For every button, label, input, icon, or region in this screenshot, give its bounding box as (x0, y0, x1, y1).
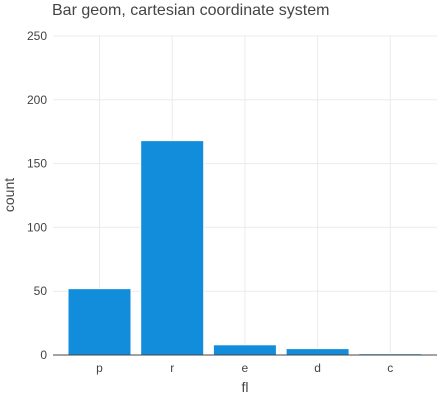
x-tick-label: p (96, 361, 103, 375)
x-tick-label: d (314, 361, 321, 375)
y-tick-label: 50 (34, 284, 48, 298)
y-tick-label: 0 (40, 348, 47, 362)
x-axis-title: fl (242, 379, 249, 395)
bar-r[interactable] (140, 140, 205, 356)
bar-e[interactable] (212, 344, 277, 356)
y-tick-label: 150 (27, 157, 47, 171)
x-tick-label: c (387, 361, 393, 375)
bar-d[interactable] (285, 348, 350, 356)
y-tick-label: 100 (27, 220, 47, 234)
y-axis-title: count (1, 178, 17, 212)
y-tick-labels: 0 50 100 150 200 250 (27, 29, 47, 362)
x-tick-label: r (170, 361, 174, 375)
y-tick-label: 200 (27, 93, 47, 107)
bar-p[interactable] (67, 288, 132, 356)
x-tick-label: e (242, 361, 249, 375)
y-tick-label: 250 (27, 29, 47, 43)
chart-title: Bar geom, cartesian coordinate system (52, 2, 330, 19)
